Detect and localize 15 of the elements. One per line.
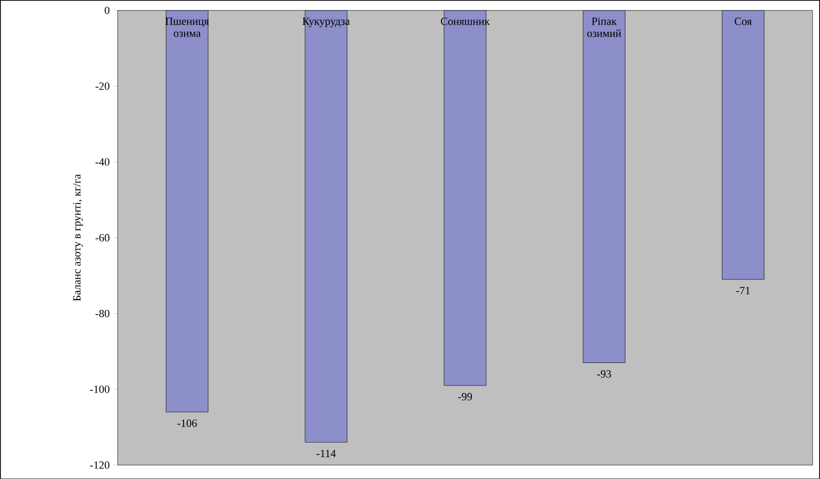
data-label: -106 xyxy=(177,419,197,427)
data-label: -93 xyxy=(597,370,611,378)
y-tick-label: -80 xyxy=(96,310,110,317)
y-tick-label: -100 xyxy=(90,385,110,393)
x-tick-label: Соя xyxy=(734,17,752,25)
y-axis-title: Баланс азоту в грунті, кг/га xyxy=(73,174,83,301)
y-tick-label: -60 xyxy=(96,234,110,242)
data-label: -71 xyxy=(736,286,750,294)
x-tick-label: Ріпак озимий xyxy=(587,17,622,37)
data-label: -114 xyxy=(316,450,336,457)
y-tick-label: 0 xyxy=(104,6,110,14)
y-tick-label: -20 xyxy=(96,82,110,90)
data-label: -99 xyxy=(458,392,472,400)
y-tick-label: -40 xyxy=(96,158,110,166)
y-tick-label: -120 xyxy=(90,461,110,469)
